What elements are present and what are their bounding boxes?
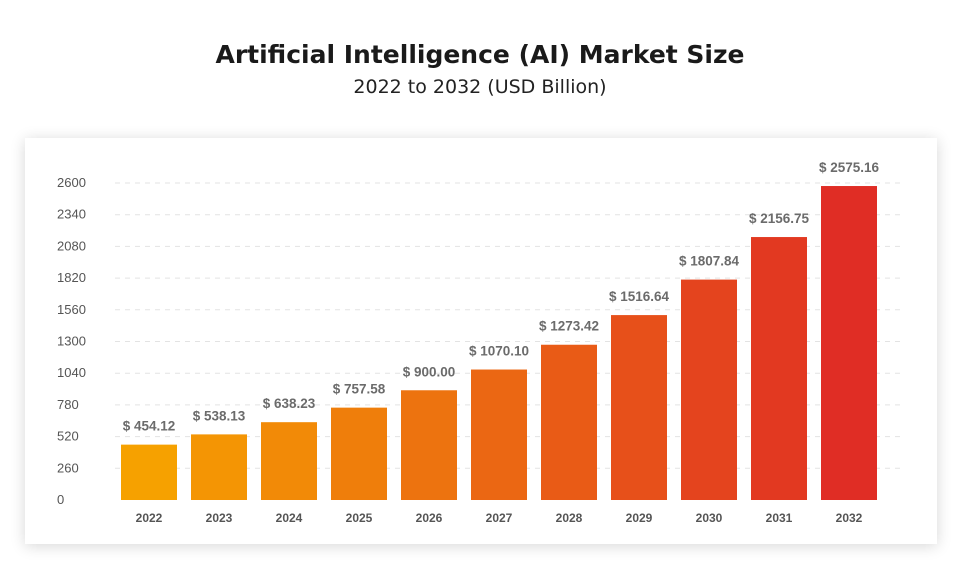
y-tick-label: 520 [57, 429, 79, 444]
y-tick-label: 780 [57, 397, 79, 412]
x-tick-label: 2023 [206, 511, 233, 525]
data-label: $ 454.12 [123, 419, 176, 434]
y-tick-label: 2340 [57, 207, 86, 222]
x-tick-label: 2022 [136, 511, 163, 525]
data-label: $ 1807.84 [679, 254, 740, 269]
bar-2032 [821, 186, 877, 500]
data-label: $ 1273.42 [539, 319, 599, 334]
y-tick-label: 1300 [57, 334, 86, 349]
y-tick-label: 1040 [57, 365, 86, 380]
x-tick-label: 2027 [486, 511, 513, 525]
data-label: $ 538.13 [193, 408, 246, 423]
bar-2031 [751, 237, 807, 500]
x-tick-label: 2026 [416, 511, 443, 525]
bar-2023 [191, 434, 247, 500]
bar-2030 [681, 279, 737, 500]
data-label: $ 1070.10 [469, 344, 529, 359]
data-label: $ 2156.75 [749, 211, 810, 226]
data-label: $ 757.58 [333, 382, 386, 397]
y-tick-label: 2600 [57, 175, 86, 190]
bar-2025 [331, 407, 387, 500]
data-label: $ 2575.16 [819, 160, 880, 175]
data-label: $ 638.23 [263, 396, 316, 411]
bar-2027 [471, 369, 527, 500]
bar-2028 [541, 344, 597, 500]
y-tick-label: 1820 [57, 270, 86, 285]
x-tick-label: 2031 [766, 511, 793, 525]
data-label: $ 1516.64 [609, 289, 670, 304]
x-tick-label: 2028 [556, 511, 583, 525]
bar-2029 [611, 315, 667, 500]
x-tick-label: 2030 [696, 511, 723, 525]
y-tick-label: 0 [57, 492, 64, 507]
y-tick-label: 260 [57, 460, 79, 475]
y-tick-label: 2080 [57, 238, 86, 253]
data-label: $ 900.00 [403, 364, 456, 379]
chart-title: Artificial Intelligence (AI) Market Size [215, 40, 745, 69]
x-tick-label: 2032 [836, 511, 863, 525]
x-tick-label: 2025 [346, 511, 373, 525]
chart-subtitle: 2022 to 2032 (USD Billion) [353, 76, 607, 98]
y-tick-label: 1560 [57, 302, 86, 317]
bar-2026 [401, 390, 457, 500]
bar-2024 [261, 422, 317, 500]
bar-2022 [121, 444, 177, 500]
x-tick-label: 2024 [276, 511, 303, 525]
x-tick-label: 2029 [626, 511, 653, 525]
